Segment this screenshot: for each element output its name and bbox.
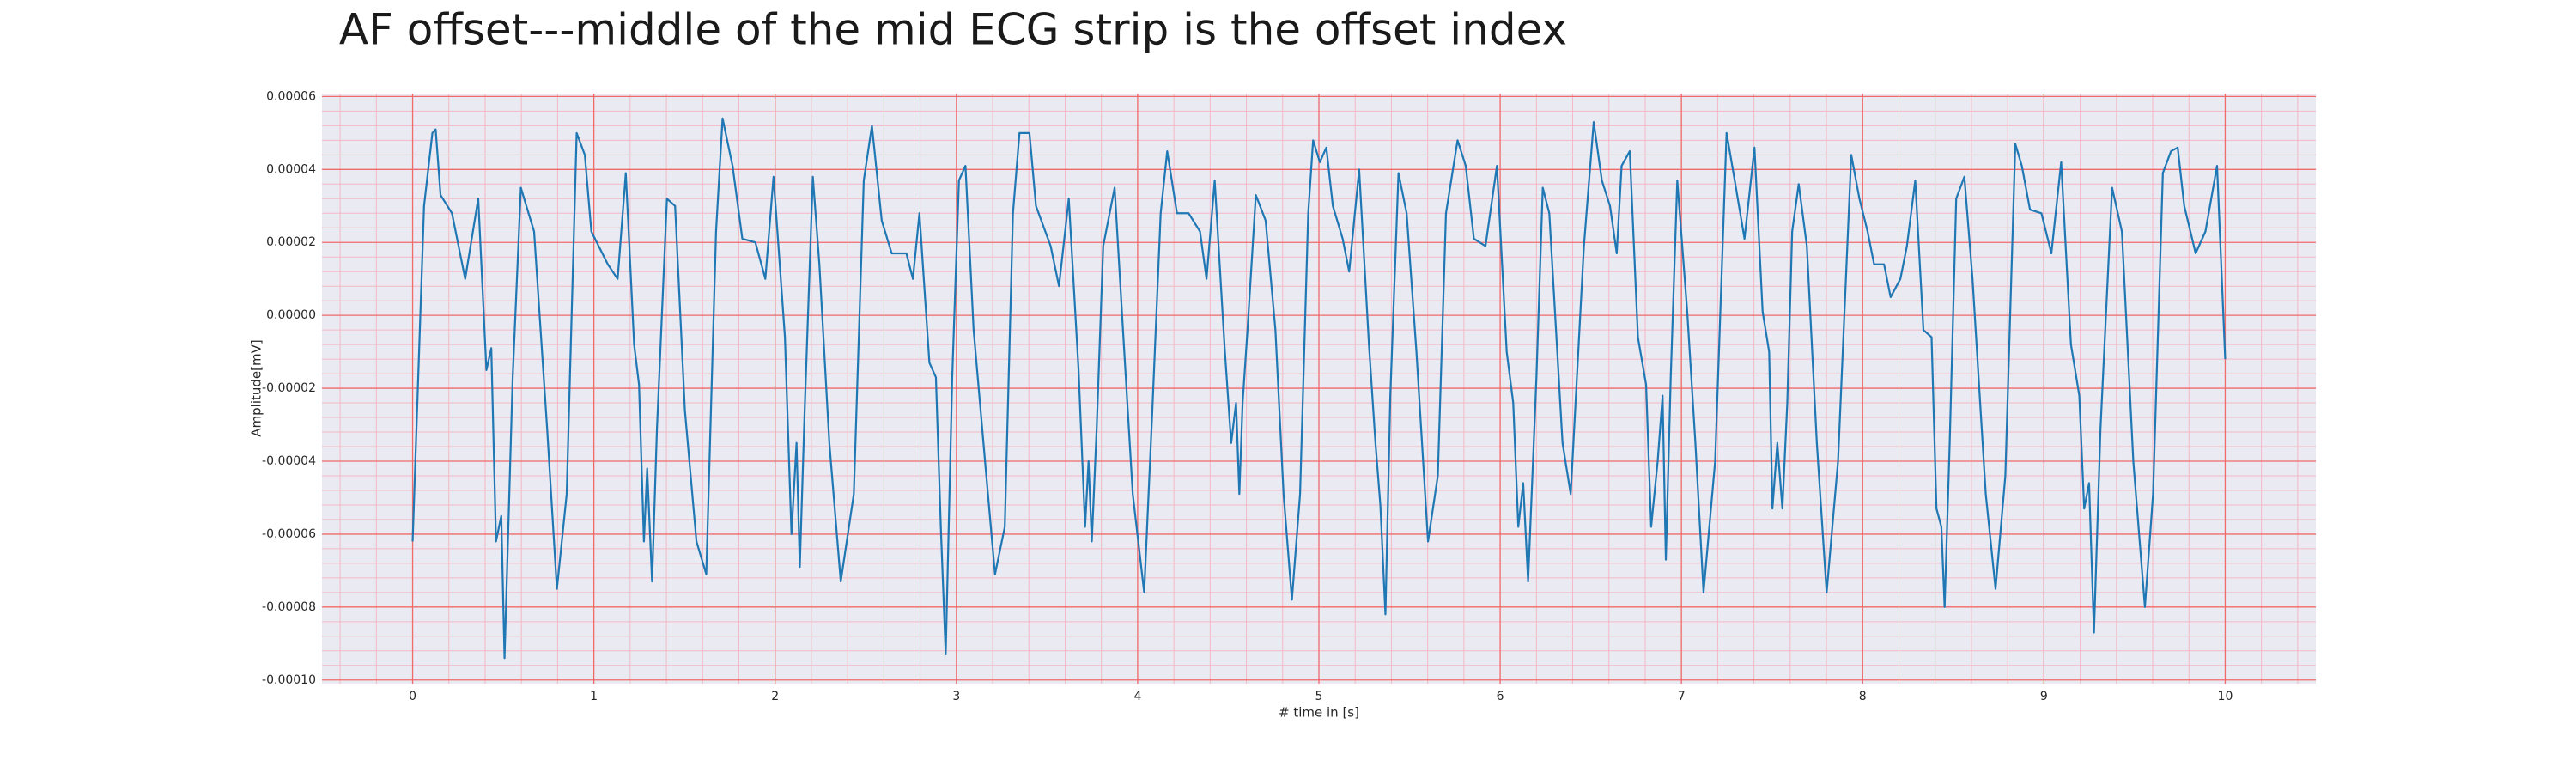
x-tick-label: 4 bbox=[1133, 690, 1141, 703]
x-tick-label: 10 bbox=[2218, 690, 2233, 703]
tick-labels: 0 1 2 3 4 5 6 7 8 9 10 -0.00010 -0.00008 -0.00006 -0.0… bbox=[262, 89, 2233, 703]
x-tick-label: 0 bbox=[409, 690, 416, 703]
x-tick-label: 5 bbox=[1315, 690, 1323, 703]
y-tick-label: 0.00006 bbox=[266, 89, 316, 103]
x-tick-label: 6 bbox=[1497, 690, 1504, 703]
y-tick-label: -0.00010 bbox=[262, 673, 316, 687]
x-tick-label: 7 bbox=[1678, 690, 1686, 703]
y-axis-label: Amplitude[mV] bbox=[249, 339, 264, 436]
x-tick-label: 1 bbox=[590, 690, 598, 703]
y-tick-label: 0.00004 bbox=[266, 162, 316, 176]
x-tick-label: 3 bbox=[952, 690, 960, 703]
y-tick-label: -0.00004 bbox=[262, 454, 316, 468]
x-tick-label: 8 bbox=[1859, 690, 1867, 703]
y-tick-label: -0.00006 bbox=[262, 527, 316, 541]
y-tick-label: 0.00002 bbox=[266, 235, 316, 249]
chart-title: AF offset---middle of the mid ECG strip … bbox=[339, 5, 1567, 55]
y-tick-label: -0.00008 bbox=[262, 600, 316, 614]
x-axis-label: # time in [s] bbox=[1279, 705, 1359, 721]
y-tick-label: 0.00000 bbox=[266, 308, 316, 322]
y-tick-label: -0.00002 bbox=[262, 381, 316, 395]
series bbox=[411, 117, 2227, 660]
ecg-line bbox=[411, 117, 2227, 660]
x-tick-label: 9 bbox=[2040, 690, 2048, 703]
x-tick-label: 2 bbox=[771, 690, 779, 703]
